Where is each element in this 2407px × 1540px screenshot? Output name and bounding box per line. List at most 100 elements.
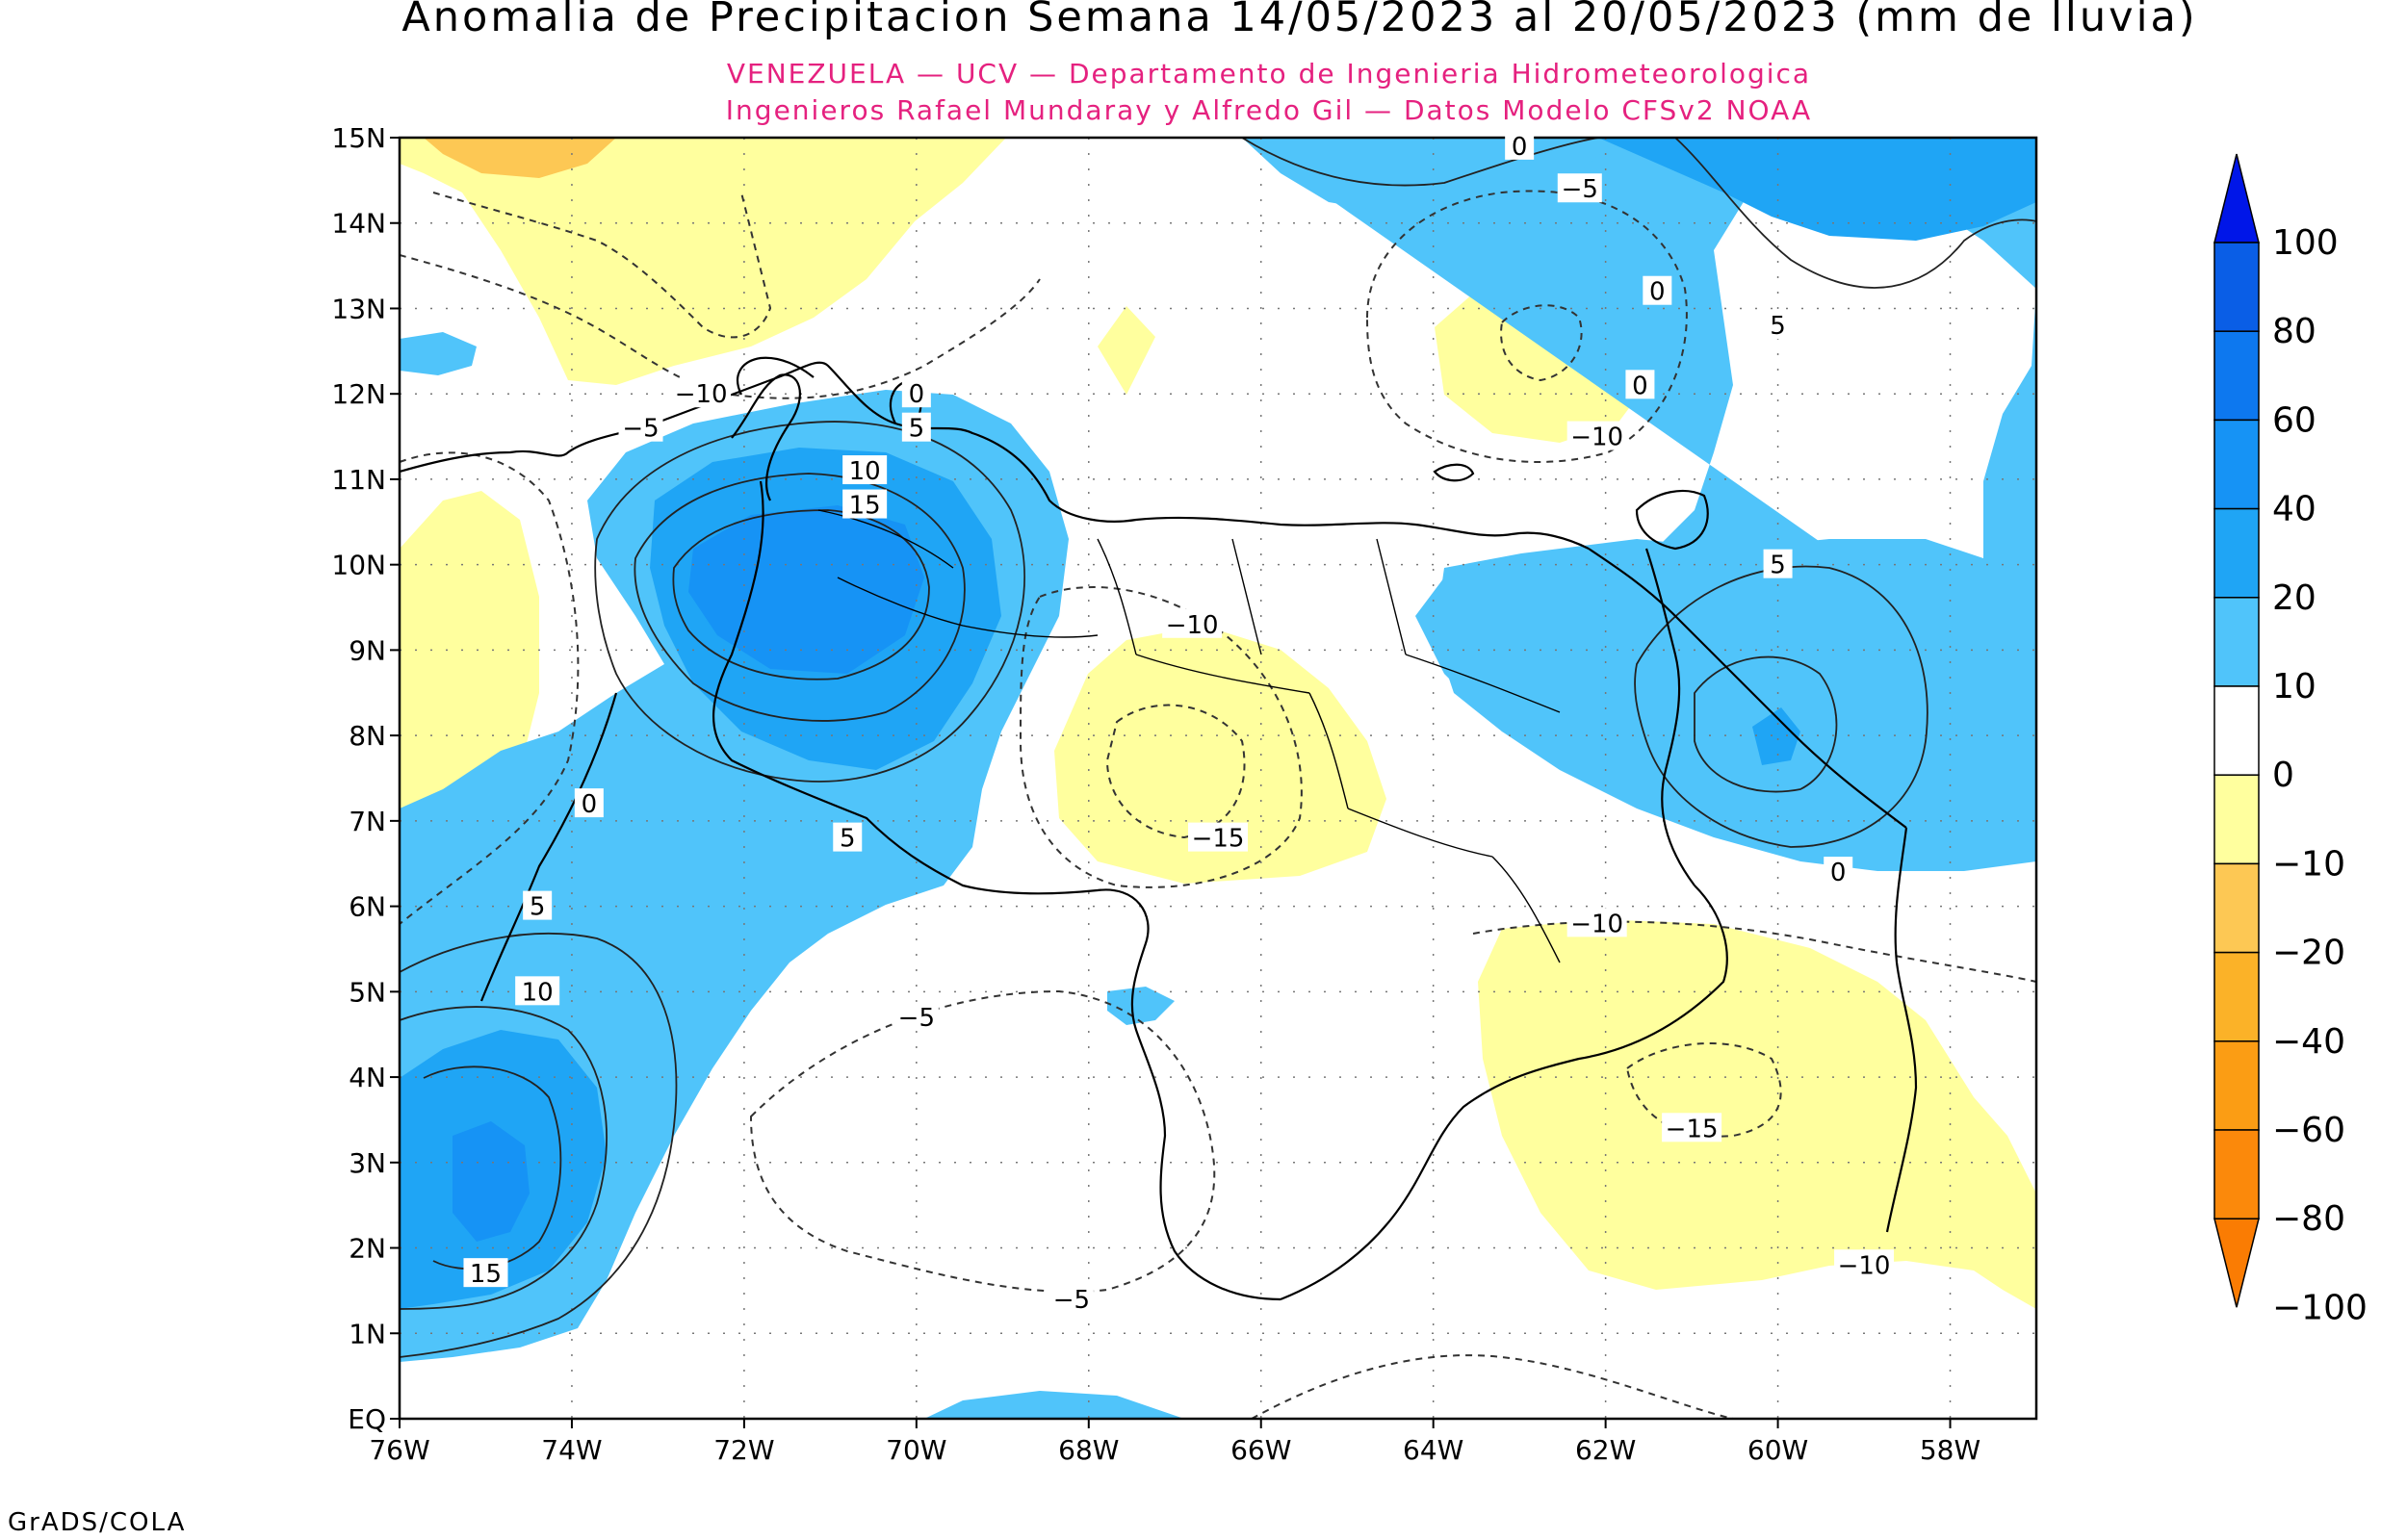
contour-label-bg <box>1824 857 1853 886</box>
contour-label-bg <box>1188 822 1248 852</box>
colorbar-label: 10 <box>2272 667 2316 706</box>
maracaibo-peninsula <box>731 373 801 501</box>
y-tick-label: 3N <box>349 1147 386 1179</box>
colorbar-label: −40 <box>2272 1022 2345 1062</box>
map-panel: 76W 74W 72W 70W 68W 66W 64W 62W 60W 58W EQ 1N 2N 3N 4… <box>331 122 2038 1466</box>
contour-label: 15 <box>470 1260 502 1289</box>
contour-label: −10 <box>675 380 728 409</box>
contour-label-bg <box>523 890 553 920</box>
contour-label: −10 <box>1570 424 1623 452</box>
margarita-island <box>1433 463 1475 482</box>
neg-region-southeast <box>1478 919 2036 1309</box>
colorbar-label: −10 <box>2272 844 2345 884</box>
contour-label: −15 <box>1666 1115 1719 1143</box>
contour-dashed-south <box>1251 1354 1734 1419</box>
contour-label-bg <box>1557 173 1602 203</box>
colorbar-swatch <box>2213 419 2260 510</box>
contour-label-bg <box>1625 370 1655 399</box>
contour-label-bg <box>901 412 931 442</box>
venezuela-guyana-border <box>1644 548 1695 886</box>
contour-dashed-nw-inner <box>432 192 772 339</box>
y-tick-label: 9N <box>349 634 386 666</box>
contour-label: 5 <box>530 893 546 922</box>
coastlines-and-borders <box>400 356 1918 1301</box>
contour-label: 0 <box>1830 859 1847 887</box>
y-tick-label: 13N <box>331 293 386 324</box>
contour-label-bg <box>1662 1113 1722 1142</box>
venezuela-colombia-border <box>712 480 1281 1301</box>
shaded-anomaly-layer <box>400 138 2036 1419</box>
map-subtitle-line2: Ingenieros Rafael Mundaray y Alfredo Gil… <box>726 94 1812 126</box>
contour-label: 15 <box>849 492 881 521</box>
contour-solid-colombia-5 <box>400 933 678 1358</box>
contour-label: −5 <box>1053 1286 1090 1315</box>
contour-label-bg <box>463 1258 508 1288</box>
colorbar-label: 80 <box>2272 312 2316 351</box>
contour-label-bg <box>1505 130 1535 160</box>
contour-label: −15 <box>1192 825 1245 854</box>
x-tick-label: 68W <box>1058 1434 1119 1466</box>
contour-label: 0 <box>582 790 598 819</box>
contour-dashed-west <box>400 451 580 925</box>
contour-label-bg <box>1834 1249 1895 1279</box>
contour-label: −5 <box>622 415 659 444</box>
colorbar-label: −100 <box>2272 1288 2368 1327</box>
contour-label: 10 <box>522 978 554 1007</box>
colorbar-swatch <box>2213 330 2260 422</box>
colorbar-swatch <box>2213 507 2260 599</box>
contour-label: 10 <box>849 457 881 486</box>
colorbar-label: −80 <box>2272 1199 2345 1239</box>
pos-region-northeast-core <box>1598 138 2036 241</box>
map-subtitle-line1: VENEZUELA — UCV — Departamento de Ingeni… <box>727 58 1811 90</box>
colorbar-label: −60 <box>2272 1111 2345 1150</box>
contour-label-bg <box>1566 908 1627 937</box>
contour-label-bg <box>1643 275 1672 305</box>
caribbean-coastline <box>400 361 1590 550</box>
contour-solid-guiana-10 <box>1694 655 1838 793</box>
contour-dashed-ne-inner <box>1500 304 1583 382</box>
contour-solid-maracaibo-5 <box>594 421 1025 783</box>
contour-solid-ne-5 <box>1674 138 2036 289</box>
guyana-suriname-border <box>1885 827 1918 1233</box>
contour-label: 5 <box>840 825 856 854</box>
y-tick-label: 7N <box>349 806 386 837</box>
contour-solid-maracaibo-15 <box>672 509 930 680</box>
colorbar-swatch <box>2213 685 2260 776</box>
contour-dashed-ne-ring <box>1365 190 1688 463</box>
contour-solid-maracaibo-10 <box>634 473 966 722</box>
contour-lines <box>400 138 2036 1419</box>
colorbar-label: 40 <box>2272 490 2316 529</box>
y-tick-label: 10N <box>331 550 386 581</box>
venezuela-brazil-border <box>1280 885 1728 1301</box>
x-tick-label: 66W <box>1230 1434 1291 1466</box>
contour-label: −10 <box>1838 1251 1891 1280</box>
contour-label-layer: 0 −5 0 5 0 −10 −10 −5 0 5 10 15 5 −10 0 5 −15 0 5 −10 10 −5 −1… <box>463 130 1895 1315</box>
graticule-grid <box>400 138 2036 1419</box>
contour-label: 0 <box>1512 133 1528 162</box>
neg-region-northwest <box>400 138 1006 385</box>
contour-label-bg <box>574 788 604 818</box>
guiana-coastline <box>1588 548 1907 829</box>
colorbar-swatch <box>2213 1040 2260 1131</box>
contour-label-bg <box>1048 1283 1094 1313</box>
x-tick-label: 70W <box>886 1434 946 1466</box>
contour-dashed-central-inner <box>1105 704 1246 839</box>
trinidad-island <box>1635 489 1709 551</box>
venezuela-state-lines <box>817 509 1561 963</box>
contour-label-bg <box>833 822 863 852</box>
colombia-coast-west <box>479 692 618 1002</box>
x-tick-label: 76W <box>369 1434 429 1466</box>
y-tick-label: 2N <box>349 1233 386 1265</box>
x-tick-label: 74W <box>541 1434 602 1466</box>
colorbar-label: 20 <box>2272 578 2316 618</box>
y-tick-label: 12N <box>331 378 386 410</box>
colorbar-label: 0 <box>2272 756 2294 795</box>
x-tick-label: 58W <box>1920 1434 1980 1466</box>
contour-label: 5 <box>1770 552 1786 580</box>
y-tick-label: 5N <box>349 976 386 1008</box>
colorbar-swatch <box>2213 774 2260 865</box>
y-tick-label: 4N <box>349 1062 386 1093</box>
pos-region-guiana <box>1435 539 2036 871</box>
contour-solid-ne-outer <box>1241 138 1599 187</box>
